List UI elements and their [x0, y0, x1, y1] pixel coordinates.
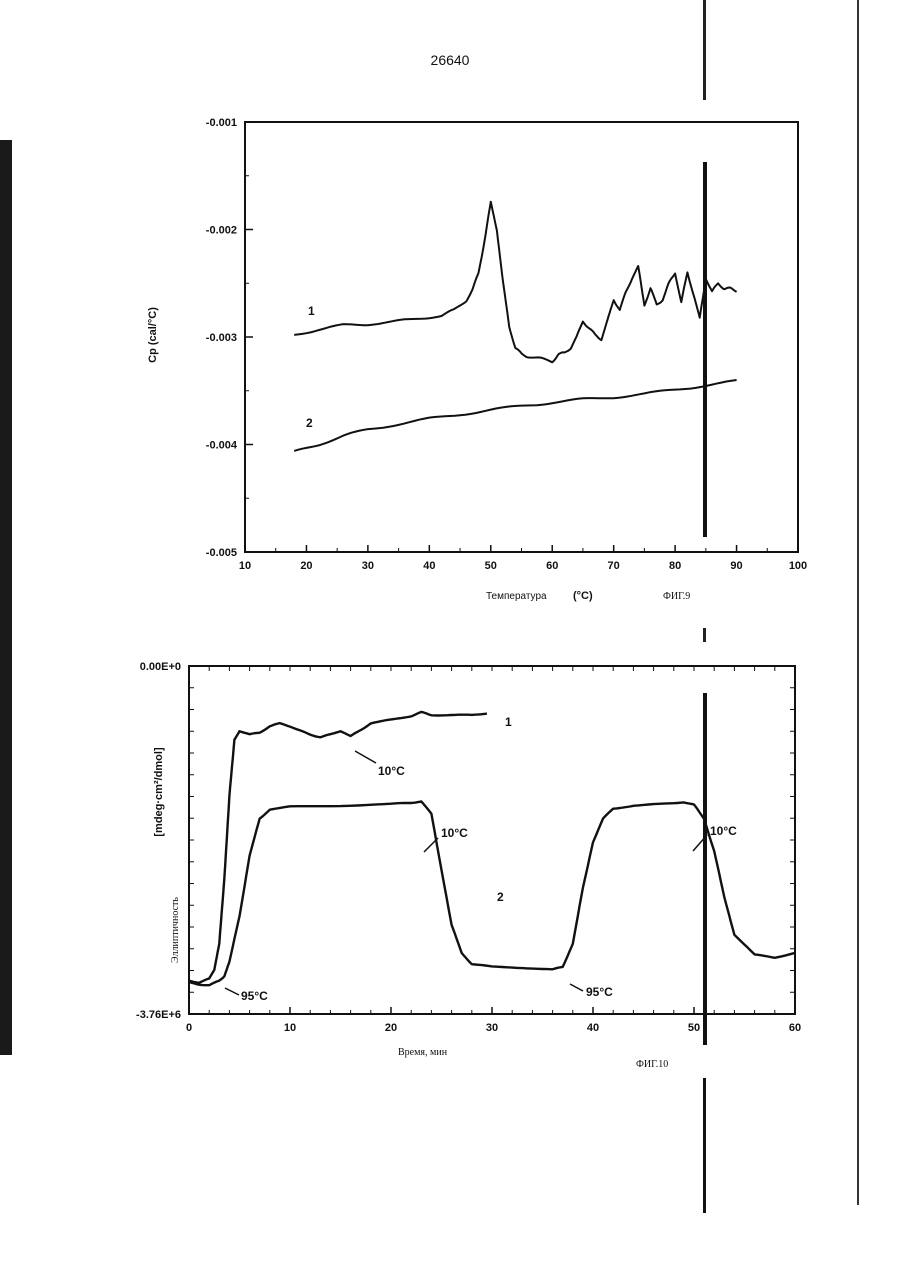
x-tick-label: 0 — [186, 1022, 192, 1034]
figure-label: ФИГ.9 — [663, 591, 690, 602]
y-tick-label: -0.005 — [206, 547, 237, 559]
series-label-2: 2 — [306, 416, 313, 430]
y-tick-label: -0.004 — [206, 440, 238, 452]
series-line-2 — [294, 380, 736, 451]
x-tick-label: 60 — [546, 560, 558, 572]
annotation-10c: 10°C — [441, 826, 468, 840]
annotation-10c: 10°C — [710, 824, 737, 838]
annotation-arrow — [570, 984, 583, 991]
x-tick-label: 90 — [730, 560, 742, 572]
scan-line-artifact — [703, 628, 706, 642]
x-tick-label: 60 — [789, 1022, 801, 1034]
x-axis-unit: (°C) — [573, 590, 593, 602]
x-tick-label: 20 — [300, 560, 312, 572]
x-tick-label: 10 — [239, 560, 251, 572]
x-axis-title: Температура — [486, 591, 547, 602]
scan-line-artifact — [857, 0, 859, 1205]
scan-line-artifact — [703, 0, 706, 100]
axis-ticks: 10 20 30 40 50 60 70 80 90 100 -0.001 -0.002 -0.003 -… — [206, 117, 807, 572]
annotation-arrow — [355, 751, 376, 763]
y-axis-title-secondary: Эллиптичность — [170, 897, 181, 963]
x-tick-label: 10 — [284, 1022, 296, 1034]
scan-line-artifact — [703, 1078, 706, 1213]
x-tick-label: 30 — [486, 1022, 498, 1034]
x-tick-label: 30 — [362, 560, 374, 572]
y-tick-label: 0.00E+0 — [140, 661, 181, 673]
series-line-1 — [294, 202, 736, 363]
x-tick-label: 80 — [669, 560, 681, 572]
x-tick-label: 20 — [385, 1022, 397, 1034]
y-axis-title: [mdeg·cm²/dmol] — [153, 747, 165, 837]
scan-line-artifact — [703, 162, 707, 537]
annotation-95c: 95°C — [241, 989, 268, 1003]
x-axis-title: Время, мин — [398, 1047, 448, 1058]
series-label-2: 2 — [497, 890, 504, 904]
scan-edge-bar — [0, 140, 12, 1055]
plot-frame — [245, 122, 798, 552]
x-tick-label: 40 — [587, 1022, 599, 1034]
annotation-10c: 10°C — [378, 764, 405, 778]
annotation-arrow — [225, 988, 239, 995]
series-label-1: 1 — [505, 715, 512, 729]
x-tick-label: 100 — [789, 560, 807, 572]
y-tick-label: -0.001 — [206, 117, 237, 129]
scan-line-artifact — [703, 693, 707, 1045]
y-tick-label: -0.003 — [206, 332, 237, 344]
series-label-1: 1 — [308, 304, 315, 318]
series-group — [294, 202, 736, 451]
figure-label: ФИГ.10 — [636, 1059, 668, 1070]
x-tick-label: 50 — [688, 1022, 700, 1034]
x-tick-label: 70 — [608, 560, 620, 572]
chart-fig10: 0 10 20 30 40 50 60 0.00E+0 -3.76E+6 [mdeg·cm²/d… — [136, 661, 801, 1070]
chart-fig9: 10 20 30 40 50 60 70 80 90 100 -0.001 -0.002 -0.003 -… — [147, 117, 807, 602]
y-tick-label: -0.002 — [206, 225, 237, 237]
x-tick-label: 40 — [423, 560, 435, 572]
annotation-95c: 95°C — [586, 985, 613, 999]
axis-ticks: 0 10 20 30 40 50 60 0.00E+0 -3.76E+6 — [136, 661, 801, 1034]
x-tick-label: 50 — [485, 560, 497, 572]
y-axis-title: Cp (cal/°C) — [147, 307, 159, 363]
y-tick-label: -3.76E+6 — [136, 1009, 181, 1021]
